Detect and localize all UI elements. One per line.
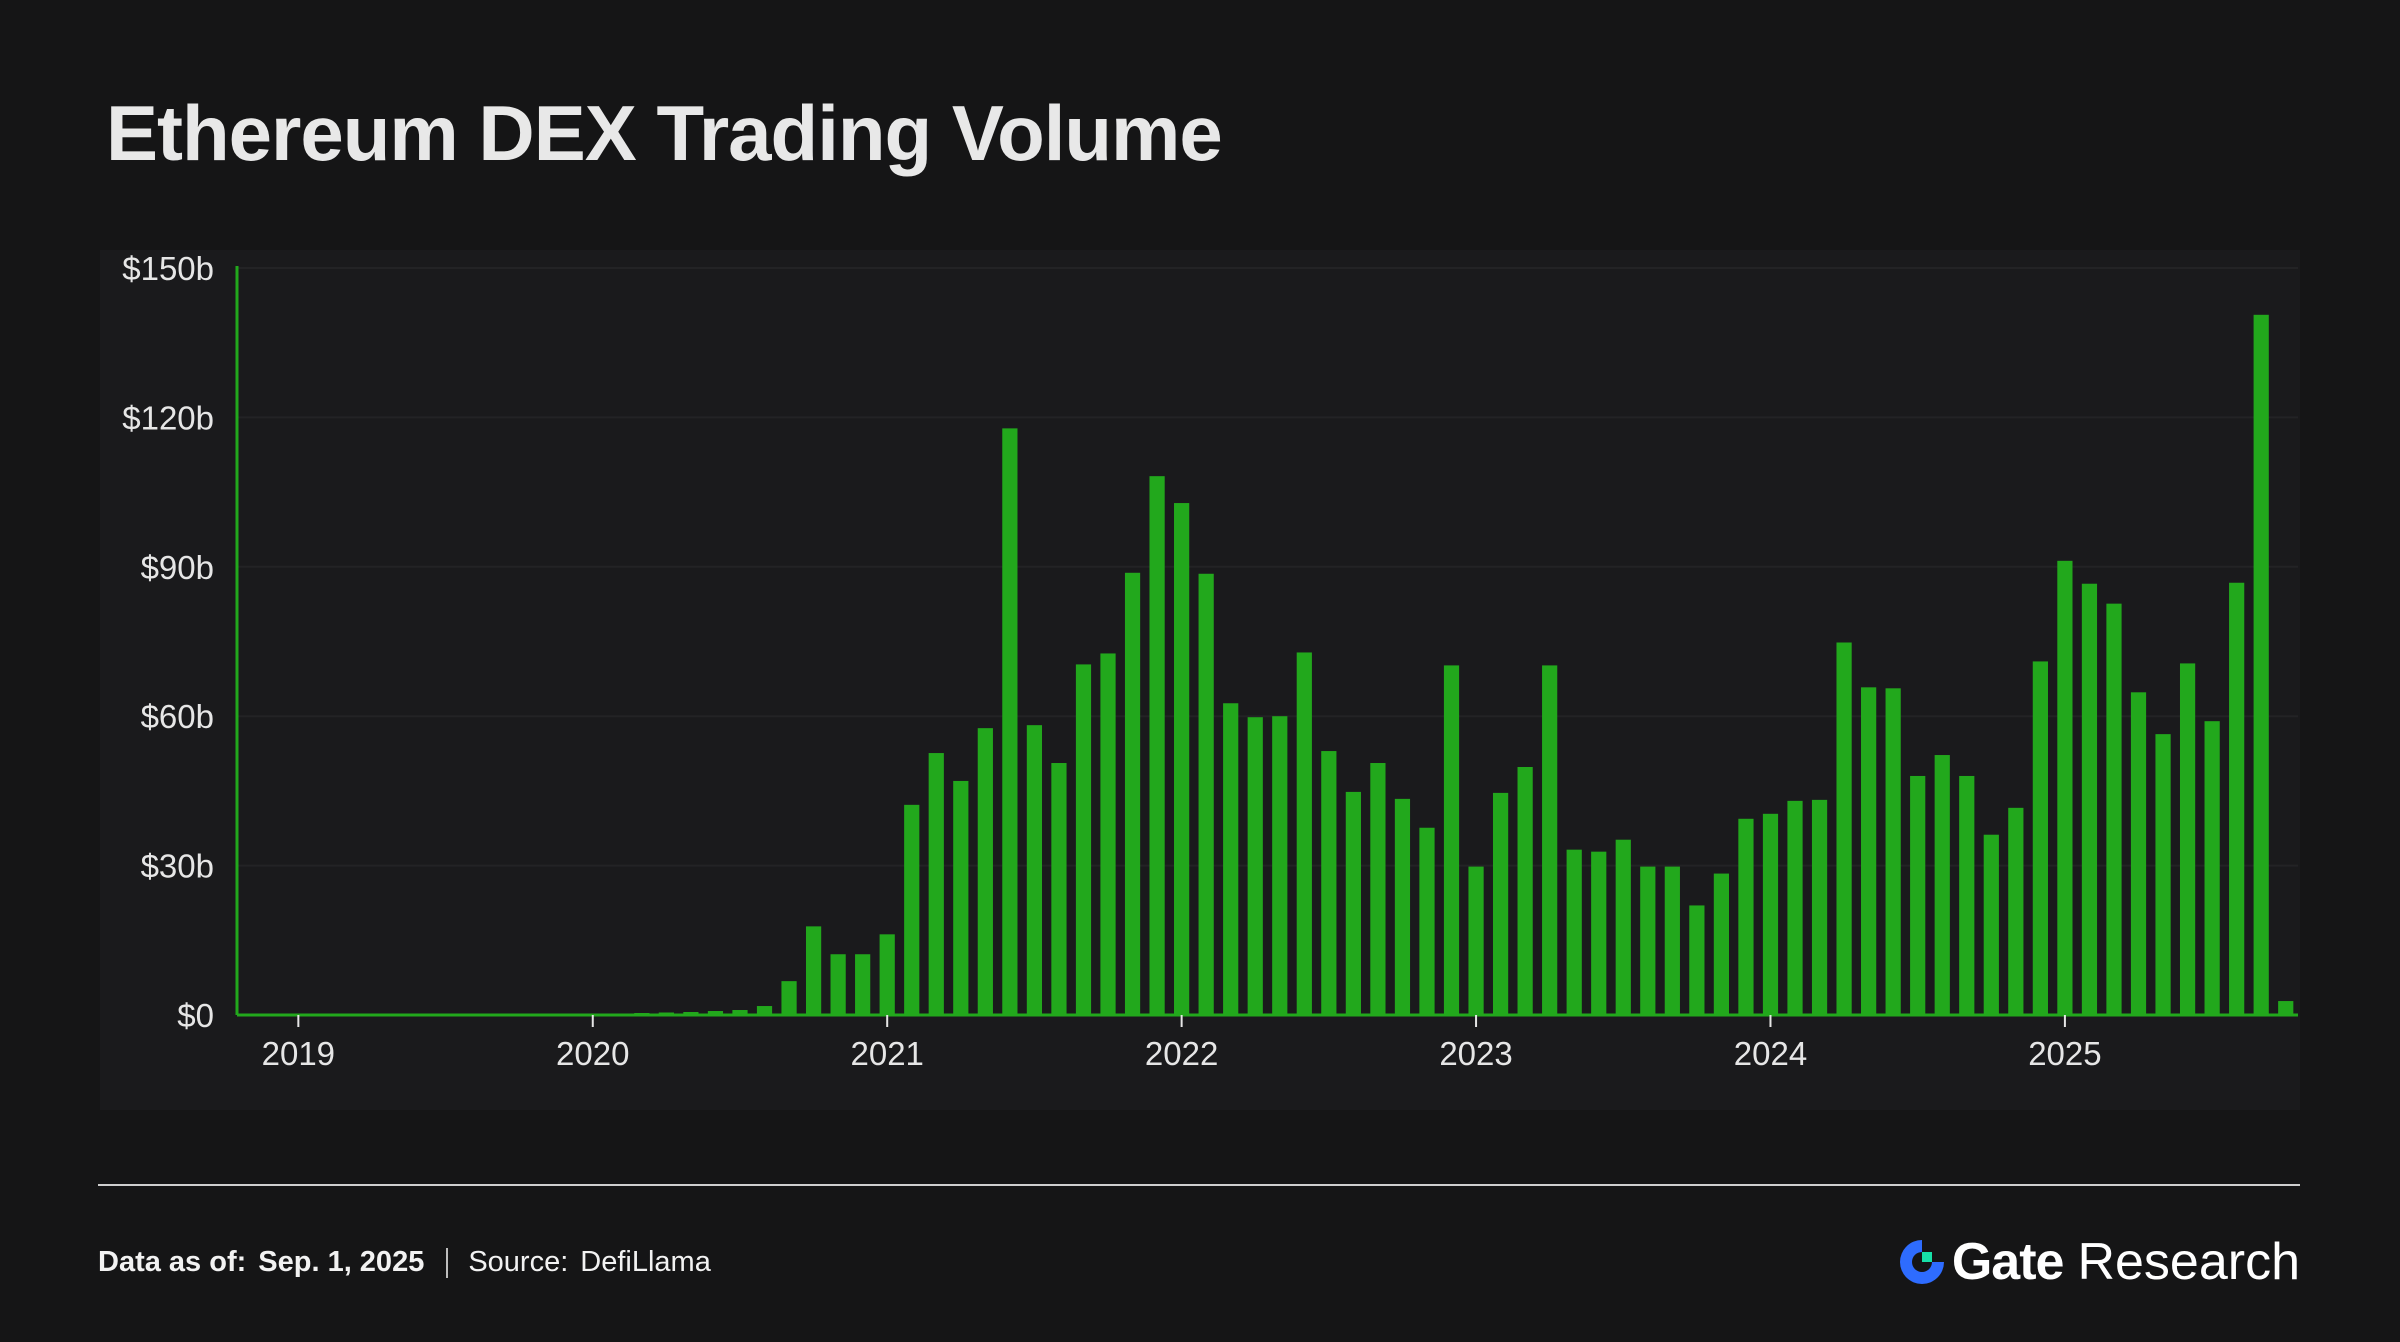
bar <box>879 934 895 1015</box>
bar <box>1296 652 1312 1015</box>
bar <box>2057 560 2073 1015</box>
bar <box>1026 725 1043 1015</box>
y-tick-label: $0 <box>177 997 214 1034</box>
bar <box>1566 849 1582 1015</box>
bar <box>1861 687 1877 1015</box>
bar <box>928 753 944 1015</box>
bar <box>1885 688 1901 1015</box>
y-tick-label: $120b <box>122 399 214 436</box>
x-tick-label: 2024 <box>1734 1035 1807 1072</box>
bar <box>1664 866 1680 1015</box>
bar <box>2008 807 2024 1015</box>
bar <box>1910 775 1926 1015</box>
bar <box>781 981 797 1015</box>
bar <box>2032 661 2048 1015</box>
bar <box>1124 572 1141 1015</box>
bar <box>1198 573 1214 1015</box>
bar <box>1370 763 1386 1015</box>
bar <box>2229 582 2245 1015</box>
bar <box>977 728 993 1015</box>
bar <box>1468 866 1484 1015</box>
bar <box>1640 866 1656 1015</box>
footer-separator <box>446 1247 449 1278</box>
footer-meta: Data as of: Sep. 1, 2025 Source: DefiLla… <box>98 1246 711 1279</box>
bar <box>1542 665 1558 1015</box>
bar <box>756 1006 773 1015</box>
bar <box>1492 792 1509 1015</box>
y-tick-label: $30b <box>141 848 214 885</box>
page-title: Ethereum DEX Trading Volume <box>106 89 1223 177</box>
bar <box>953 780 969 1015</box>
brand-suffix: Research <box>2077 1233 2300 1291</box>
bar <box>2155 734 2171 1015</box>
bar <box>2179 663 2196 1015</box>
bar <box>1419 827 1435 1015</box>
data-date-label: Data as of: <box>98 1246 247 1278</box>
bar <box>1051 763 1067 1015</box>
brand-logo: Gate Research <box>1896 1232 2300 1292</box>
bar <box>1002 428 1018 1015</box>
x-tick-label: 2022 <box>1145 1035 1218 1072</box>
bar <box>2278 1001 2294 1015</box>
bar <box>1443 665 1460 1015</box>
bar <box>2253 314 2269 1015</box>
bar <box>1149 476 1165 1015</box>
bar <box>2204 721 2220 1015</box>
footer-divider <box>98 1184 2300 1186</box>
bar <box>1738 818 1754 1015</box>
data-date-value: Sep. 1, 2025 <box>258 1246 425 1278</box>
gate-logo-icon <box>1899 1240 1944 1284</box>
chart-panel: $0 $30b $60b $90b $120b $150b 2019 2020 2021 2022… <box>100 250 2300 1110</box>
bar <box>732 1010 748 1015</box>
bar <box>904 804 920 1015</box>
y-tick-label: $60b <box>141 698 214 735</box>
x-tick-label: 2020 <box>556 1035 629 1072</box>
bar <box>1321 751 1337 1015</box>
bar <box>1934 755 1950 1015</box>
bar <box>855 954 871 1015</box>
bar <box>1811 799 1828 1015</box>
bar <box>1762 813 1779 1015</box>
y-tick-label: $90b <box>141 549 214 586</box>
bar <box>1100 653 1116 1015</box>
bar <box>1517 767 1533 1015</box>
bar <box>1174 503 1190 1015</box>
bar <box>1272 716 1288 1015</box>
bar <box>1787 800 1803 1015</box>
x-tick-label: 2023 <box>1439 1035 1512 1072</box>
bar <box>1713 873 1730 1015</box>
bar <box>1959 775 1975 1015</box>
bar <box>1591 851 1607 1015</box>
bar <box>1394 798 1411 1015</box>
bar <box>1689 905 1705 1015</box>
bar <box>2106 603 2122 1015</box>
bar <box>1836 642 1852 1015</box>
bar-chart: $0 $30b $60b $90b $120b $150b 2019 2020 2021 2022… <box>122 250 2298 1072</box>
x-tick-label: 2025 <box>2028 1035 2101 1072</box>
bar <box>2130 692 2147 1015</box>
bar <box>2081 583 2098 1015</box>
bar <box>707 1011 724 1015</box>
brand-name: Gate <box>1951 1233 2065 1291</box>
source-label: Source: <box>468 1246 569 1278</box>
bar <box>1983 834 1999 1015</box>
bar <box>1615 839 1631 1015</box>
bar <box>1247 717 1263 1015</box>
source-value: DefiLlama <box>580 1246 711 1278</box>
bar <box>830 954 846 1015</box>
x-tick-label: 2021 <box>850 1035 923 1072</box>
bar <box>1345 791 1361 1015</box>
bar <box>1075 664 1092 1015</box>
bar <box>805 926 822 1015</box>
x-tick-label: 2019 <box>262 1035 335 1072</box>
y-tick-label: $150b <box>122 250 214 287</box>
bar <box>1223 703 1239 1015</box>
